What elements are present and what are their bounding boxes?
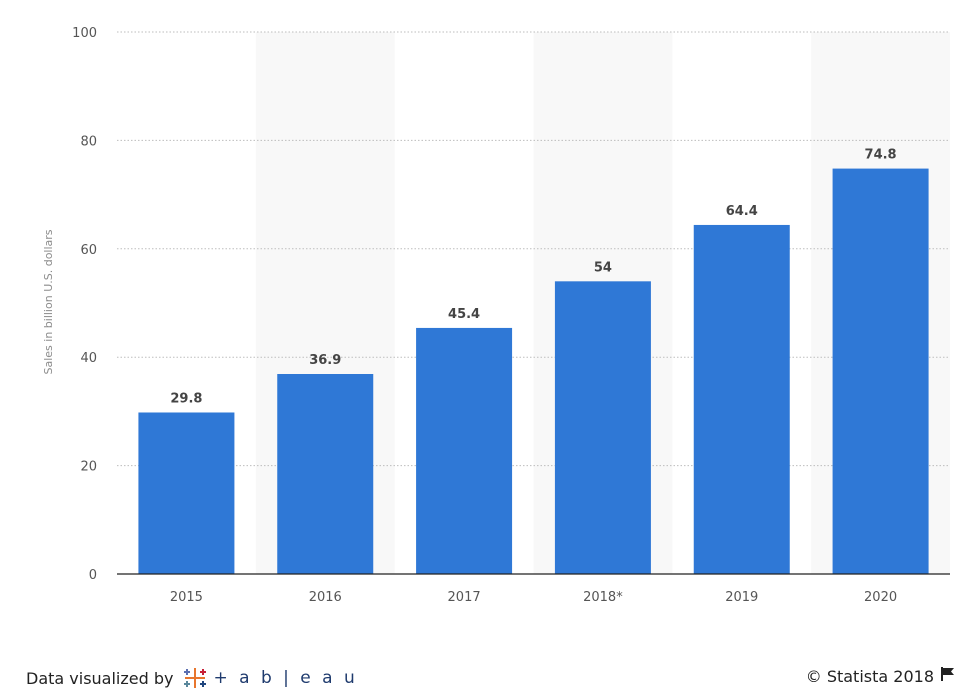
gridlines: [117, 31, 950, 467]
x-axis-ticks: 2015 2016 2017 2018* 2019 2020: [170, 590, 897, 605]
y-tick-label: 20: [80, 460, 97, 475]
y-tick-label: 100: [72, 26, 97, 41]
x-tick-label: 2015: [170, 590, 203, 605]
tableau-plus-logo-icon: [184, 668, 207, 688]
bars: [138, 168, 929, 575]
y-tick-label: 60: [80, 243, 97, 258]
y-axis-label: Sales in billion U.S. dollars: [42, 229, 55, 374]
x-tick-label: 2020: [864, 590, 897, 605]
x-tick-label: 2016: [309, 590, 342, 605]
bar[interactable]: [277, 374, 374, 574]
footer-copyright: © Statista 2018: [806, 666, 956, 686]
y-axis-ticks: 0 20 40 60 80 100: [72, 26, 97, 583]
data-label: 54: [594, 260, 612, 275]
tableau-wordmark: + a b | e a u: [213, 668, 358, 688]
y-tick-label: 0: [89, 568, 97, 583]
bar[interactable]: [416, 327, 513, 574]
data-label: 29.8: [170, 391, 202, 406]
bar-chart: 0 20 40 60 80 100 Sales in billion U.S. dolla…: [42, 26, 950, 605]
data-label: 36.9: [309, 353, 341, 368]
data-label: 64.4: [726, 204, 758, 219]
x-tick-label: 2018*: [583, 590, 623, 605]
flag-icon[interactable]: [940, 666, 956, 686]
footer-credit: Data visualized by + a b | e a u: [26, 666, 358, 690]
x-tick-label: 2017: [448, 590, 481, 605]
bar[interactable]: [693, 224, 790, 574]
copyright-text: © Statista 2018: [805, 666, 934, 686]
x-tick-label: 2019: [725, 590, 758, 605]
data-labels: 29.8 36.9 45.4 54 64.4 74.8: [170, 148, 896, 407]
data-label: 45.4: [448, 307, 480, 322]
data-label: 74.8: [865, 148, 897, 163]
tableau-brand[interactable]: + a b | e a u: [181, 666, 357, 690]
bar[interactable]: [138, 412, 235, 574]
bar[interactable]: [832, 168, 929, 575]
credit-text: Data visualized by: [26, 668, 174, 688]
y-tick-label: 80: [80, 134, 97, 149]
bar[interactable]: [554, 281, 651, 574]
y-tick-label: 40: [80, 351, 97, 366]
